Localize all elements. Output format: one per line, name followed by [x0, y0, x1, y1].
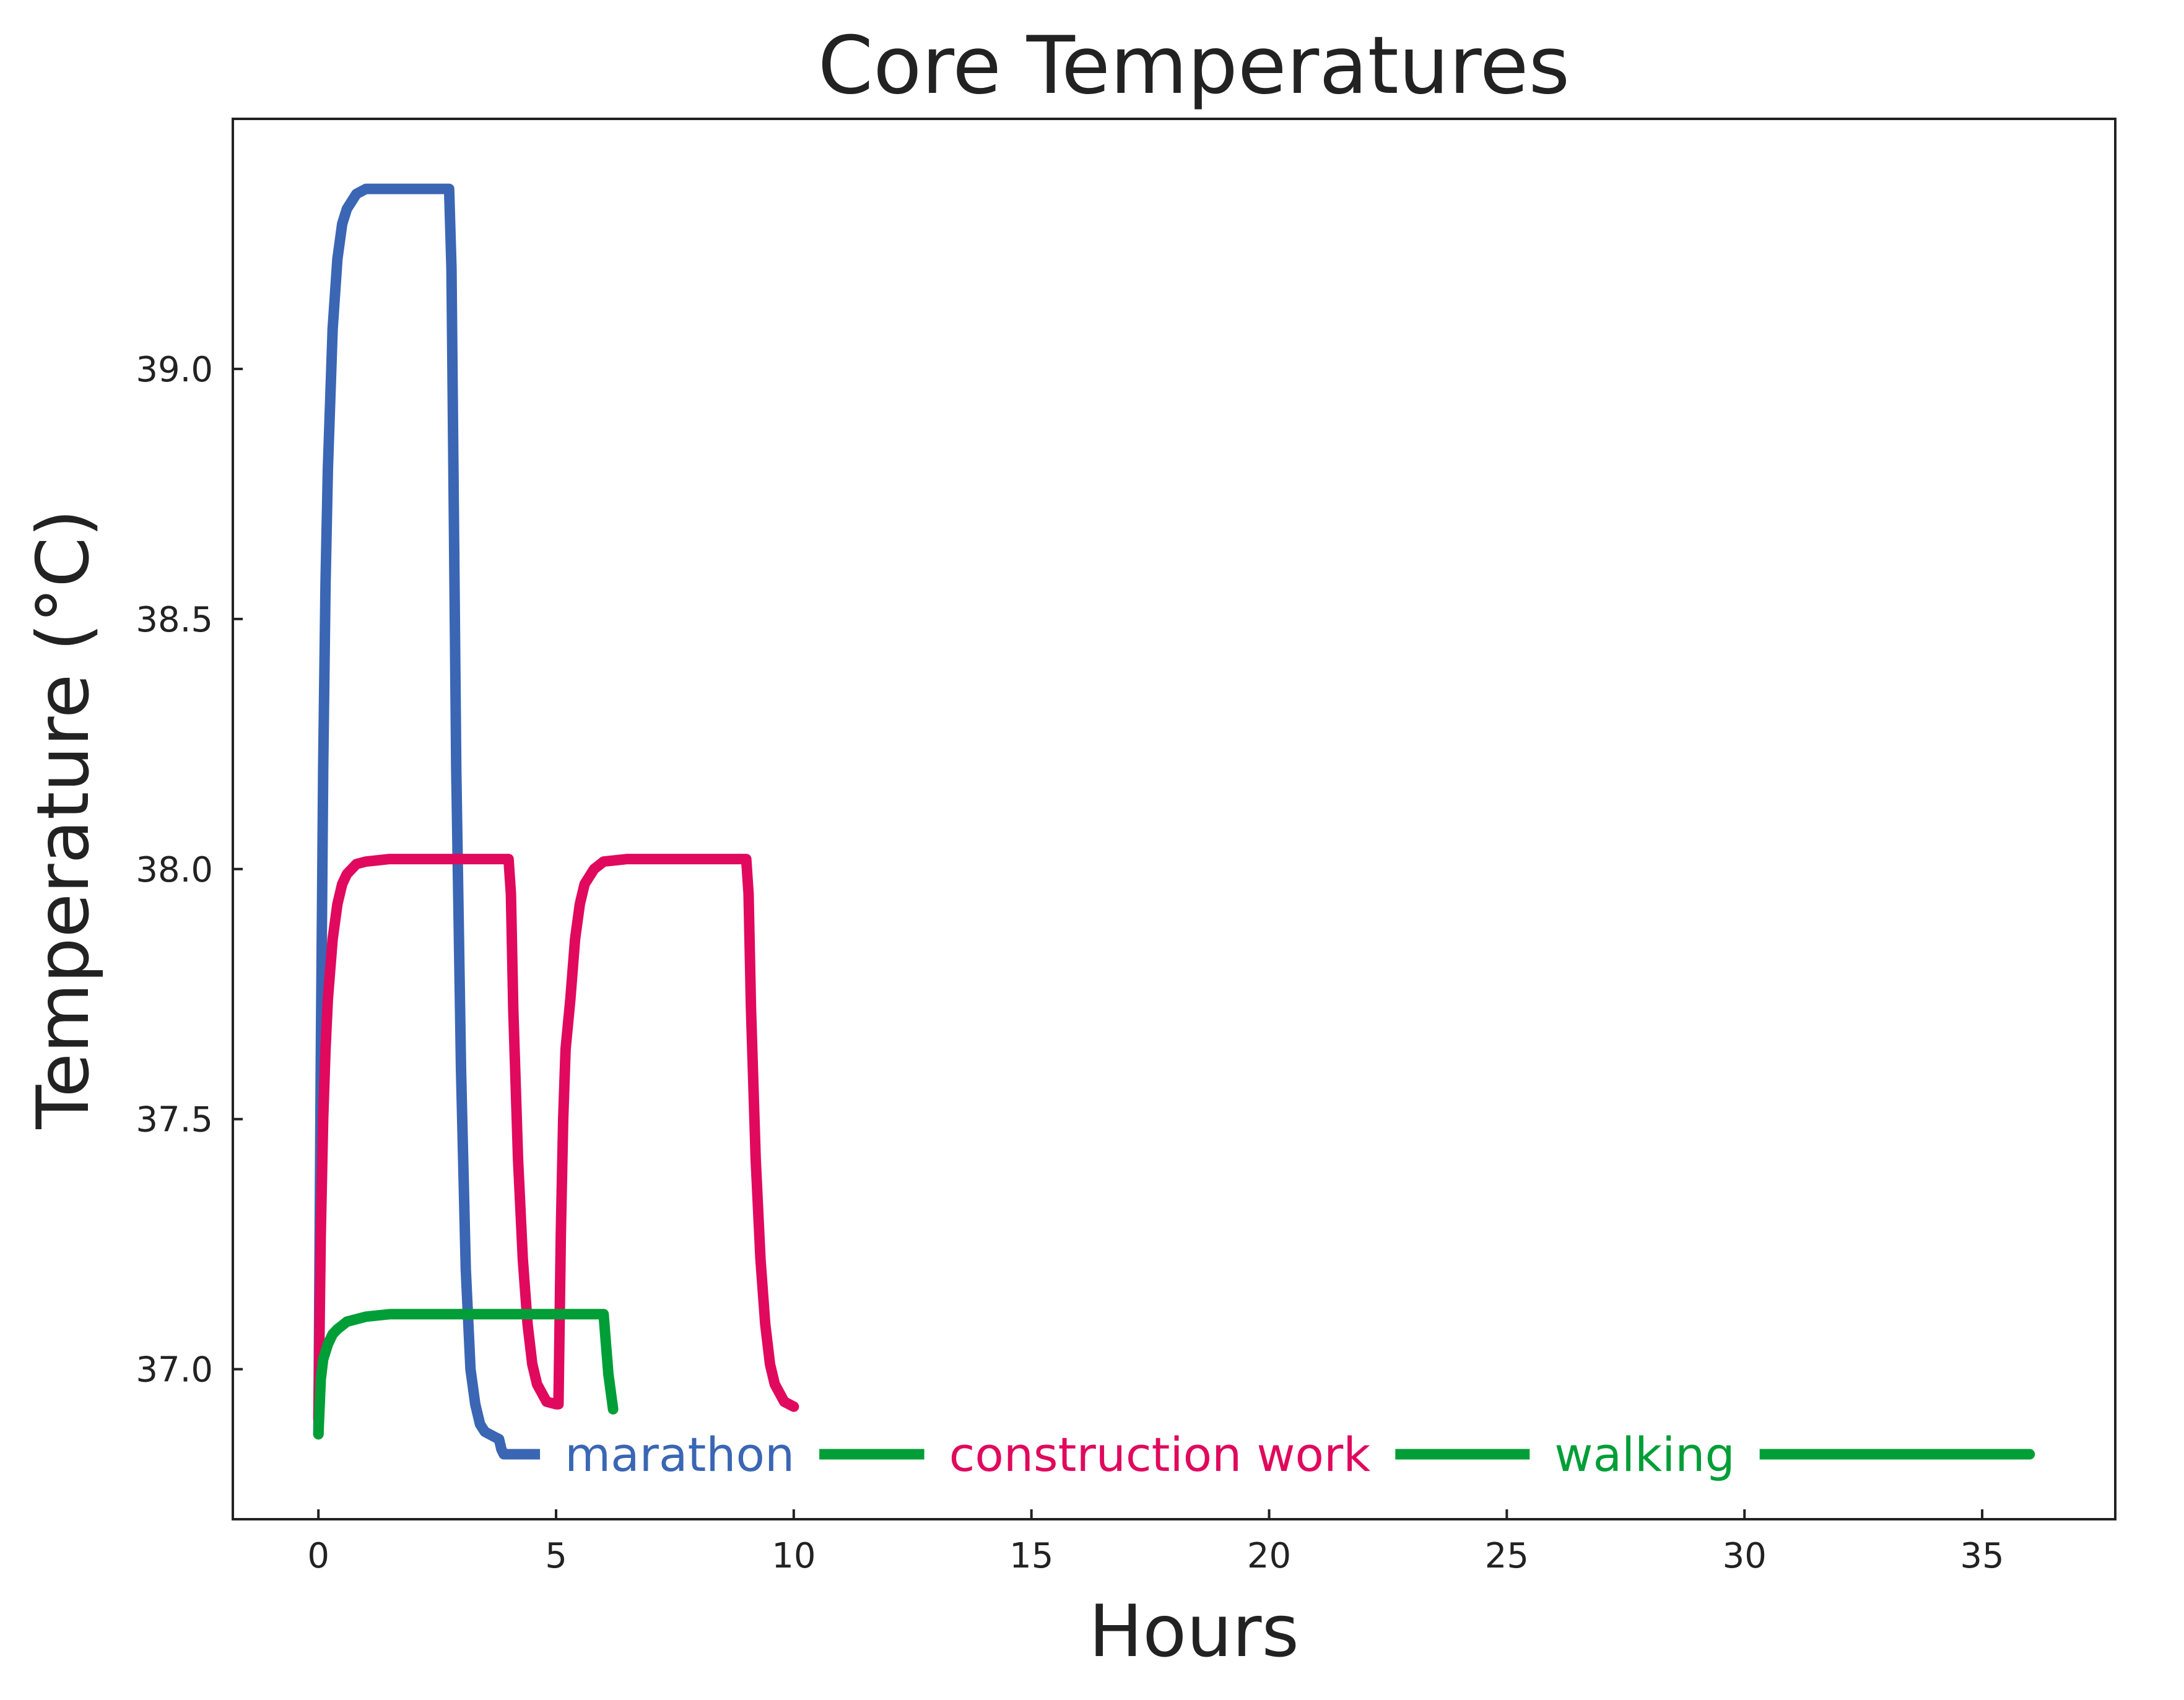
x-tick-label: 20	[1247, 1536, 1291, 1576]
x-tick-label: 15	[1009, 1536, 1053, 1576]
x-tick-label: 10	[772, 1536, 816, 1576]
series-label-construction-work: construction work	[949, 1427, 1371, 1482]
series-label-background	[540, 1435, 820, 1473]
chart-title: Core Temperatures	[818, 20, 1570, 112]
y-axis-label: Temperature (°C)	[22, 509, 105, 1129]
axes-frame	[232, 118, 2117, 1520]
series-label-walking: walking	[1554, 1427, 1734, 1482]
x-tick-label: 0	[307, 1536, 329, 1576]
x-tick-label: 25	[1485, 1536, 1529, 1576]
plot-area	[313, 183, 2035, 1460]
series-labels: marathon construction work walking	[540, 1427, 1760, 1482]
y-tick-label: 37.0	[136, 1350, 213, 1390]
x-tick-label: 35	[1960, 1536, 2004, 1576]
series-line-construction-work	[313, 854, 799, 1425]
y-tick-label: 38.0	[136, 850, 213, 890]
x-tick-label: 5	[545, 1536, 567, 1576]
series-label-background	[1529, 1435, 1760, 1473]
y-tick-label: 38.5	[136, 600, 213, 640]
x-tick-label: 30	[1723, 1536, 1767, 1576]
y-axis: 37.0 37.5 38.0 38.5 39.0	[136, 350, 243, 1390]
series-line-marathon	[313, 183, 562, 1460]
x-axis-label: Hours	[1089, 1590, 1299, 1673]
series-line-walking	[313, 1309, 619, 1440]
y-tick-label: 39.0	[136, 350, 213, 390]
series-label-background	[924, 1435, 1396, 1473]
x-axis: 0 5 10 15 20 25 30 35	[307, 1509, 2004, 1576]
series-label-marathon: marathon	[565, 1427, 794, 1482]
y-tick-label: 37.5	[136, 1100, 213, 1140]
